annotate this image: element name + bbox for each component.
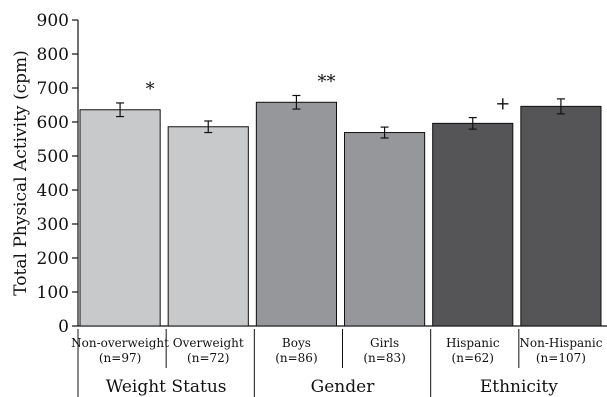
y-axis-label: Total Physical Activity (cpm) bbox=[11, 50, 31, 295]
group-label: Ethnicity bbox=[480, 377, 558, 397]
bar bbox=[344, 132, 426, 327]
category-count: (n=62) bbox=[452, 351, 494, 365]
bar bbox=[167, 126, 249, 327]
y-tick-label: 800 bbox=[37, 45, 69, 65]
group-label: Weight Status bbox=[106, 377, 227, 397]
y-tick-label: 400 bbox=[37, 181, 69, 201]
y-tick-label: 900 bbox=[37, 11, 69, 31]
y-tick-label: 200 bbox=[37, 249, 69, 269]
y-tick-label: 0 bbox=[58, 317, 69, 337]
category-count: (n=107) bbox=[536, 351, 586, 365]
axes: 0 100 200 300 400 500 600 700 800 900 bbox=[37, 11, 607, 337]
category-label: Girls bbox=[370, 336, 399, 350]
bar bbox=[432, 122, 514, 327]
y-tick-label: 100 bbox=[37, 283, 69, 303]
y-tick-label: 700 bbox=[37, 79, 69, 99]
bars: * **+ bbox=[79, 71, 602, 327]
x-axis-labels: Non-overweight(n=97) Overweight(n=72) Boys… bbox=[71, 329, 603, 397]
category-count: (n=72) bbox=[187, 351, 229, 365]
category-count: (n=97) bbox=[99, 351, 141, 365]
category-count: (n=83) bbox=[363, 351, 405, 365]
group-label: Gender bbox=[311, 377, 376, 397]
bar bbox=[520, 105, 602, 327]
significance-marker: + bbox=[495, 94, 510, 115]
category-label: Non-Hispanic bbox=[519, 336, 602, 350]
category-count: (n=86) bbox=[275, 351, 317, 365]
y-tick-label: 500 bbox=[37, 147, 69, 167]
category-label: Hispanic bbox=[446, 336, 500, 350]
category-label: Boys bbox=[282, 336, 311, 350]
y-tick-label: 600 bbox=[37, 113, 69, 133]
bar bbox=[79, 109, 161, 327]
y-tick-label: 300 bbox=[37, 215, 69, 235]
category-label: Overweight bbox=[173, 336, 244, 350]
significance-marker: * bbox=[146, 79, 155, 100]
significance-marker: ** bbox=[318, 71, 336, 92]
category-label: Non-overweight bbox=[71, 336, 169, 350]
bar bbox=[255, 101, 338, 327]
